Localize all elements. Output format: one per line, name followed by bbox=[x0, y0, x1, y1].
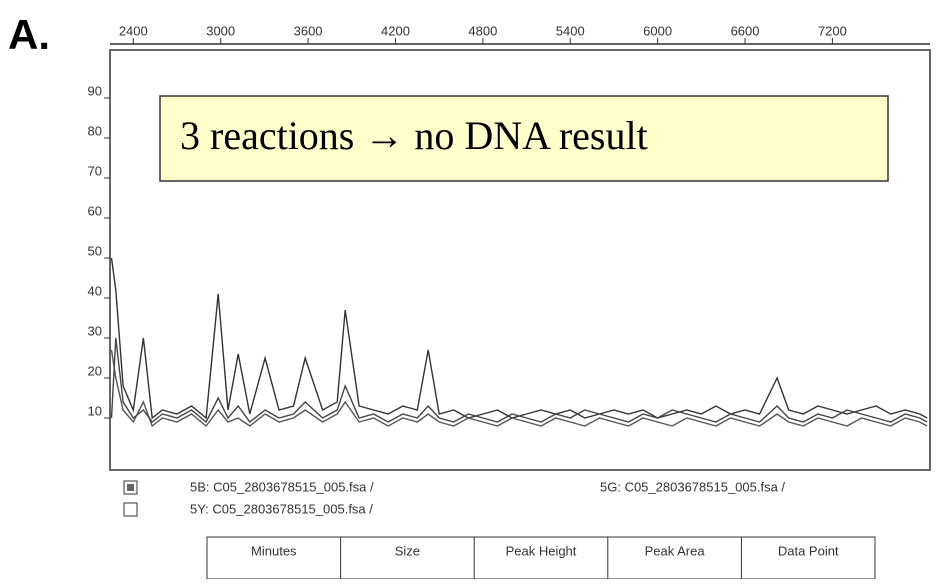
trace bbox=[110, 349, 928, 428]
plot-frame bbox=[109, 49, 931, 471]
trace bbox=[110, 337, 928, 424]
legend-box-fill bbox=[127, 484, 134, 491]
table-header: Data Point bbox=[778, 543, 839, 558]
y-tick-label: 70 bbox=[88, 163, 102, 178]
y-tick-label: 80 bbox=[88, 123, 102, 138]
x-tick-label: 4200 bbox=[381, 23, 410, 38]
y-tick-label: 10 bbox=[88, 403, 102, 418]
trace bbox=[110, 257, 928, 420]
x-tick-label: 3600 bbox=[294, 23, 323, 38]
legend-label: 5G: C05_2803678515_005.fsa / bbox=[600, 479, 785, 494]
legend-box bbox=[123, 480, 138, 495]
table-header: Peak Area bbox=[645, 543, 706, 558]
annotation-box bbox=[159, 95, 889, 182]
panel-label: A. bbox=[8, 11, 50, 58]
y-tick-label: 30 bbox=[88, 323, 102, 338]
legend-box bbox=[123, 502, 138, 517]
y-tick-label: 50 bbox=[88, 243, 102, 258]
x-tick-label: 7200 bbox=[818, 23, 847, 38]
x-tick-label: 6000 bbox=[643, 23, 672, 38]
peak-table: Minutes Size Peak Height Peak Area Data Poin… bbox=[206, 536, 876, 580]
annotation: 3 reactions → no DNA result bbox=[180, 113, 648, 158]
table-header: Peak Height bbox=[506, 543, 577, 558]
table-header: Size bbox=[395, 543, 420, 558]
y-tick-label: 90 bbox=[88, 83, 102, 98]
x-tick-label: 5400 bbox=[556, 23, 585, 38]
x-tick-label: 4800 bbox=[468, 23, 497, 38]
x-tick-label: 3000 bbox=[206, 23, 235, 38]
y-tick-label: 60 bbox=[88, 203, 102, 218]
y-tick-label: 20 bbox=[88, 363, 102, 378]
legend-label: 5Y: C05_2803678515_005.fsa / bbox=[190, 501, 373, 516]
x-tick-label: 2400 bbox=[119, 23, 148, 38]
x-tick-label: 6600 bbox=[731, 23, 760, 38]
table-header: Minutes bbox=[251, 543, 297, 558]
y-tick-label: 40 bbox=[88, 283, 102, 298]
legend-label: 5B: C05_2803678515_005.fsa / bbox=[190, 479, 374, 494]
